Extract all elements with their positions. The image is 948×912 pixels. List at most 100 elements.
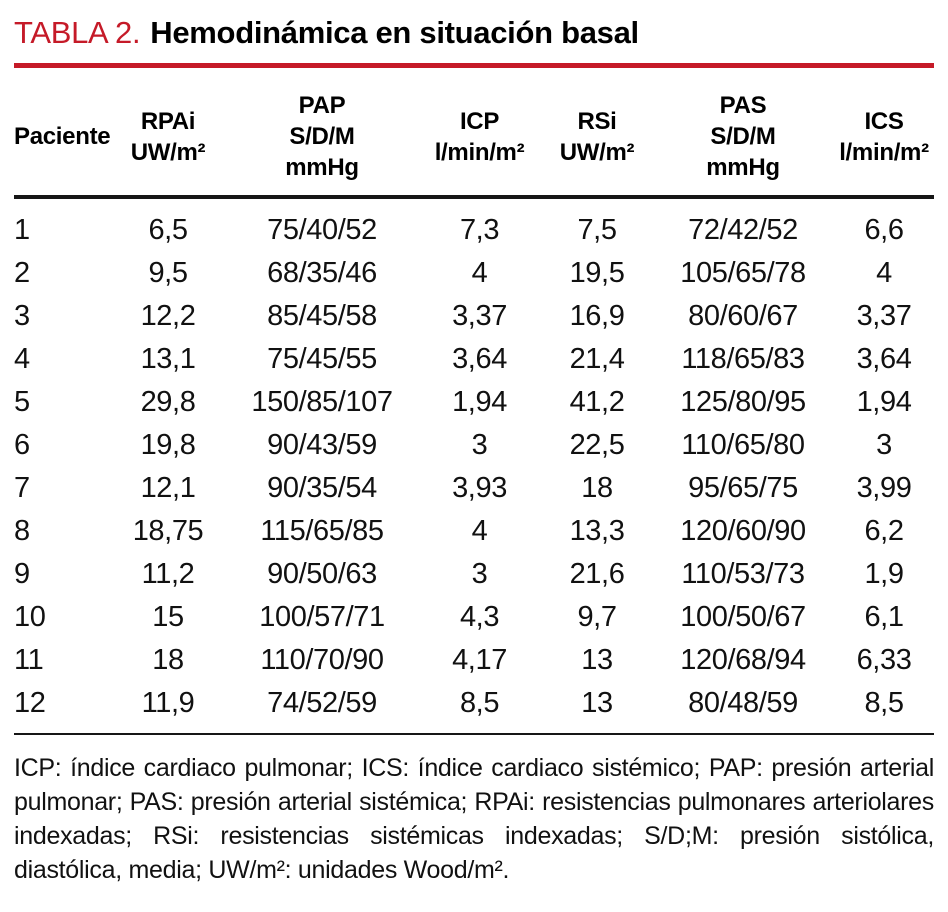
cell-icp: 4,3 (459, 601, 500, 634)
cell-icp: 7,3 (459, 214, 500, 247)
column-header-pap: PAP S/D/M mmHg (227, 82, 417, 200)
cell-rpai: 11,2 (141, 558, 195, 591)
cell-pas: 120/68/94 (680, 644, 806, 677)
cell-pap: 90/50/63 (267, 558, 377, 591)
column-header-line: UW/m² (559, 138, 635, 166)
cell-paciente: 8 (14, 515, 30, 548)
cell-paciente: 1 (14, 214, 30, 247)
cell-rsi: 13,3 (569, 515, 625, 548)
table-row: 4 13,1 75/45/55 3,64 21,4 118/65/83 3,64 (14, 338, 934, 381)
cell-rsi: 18 (581, 472, 613, 505)
column-header-line: Paciente (14, 123, 111, 151)
cell-rsi: 21,6 (569, 558, 625, 591)
cell-paciente: 9 (14, 558, 30, 591)
cell-rpai: 13,1 (140, 343, 196, 376)
table-row: 12 11,9 74/52/59 8,5 13 80/48/59 8,5 (14, 682, 934, 734)
column-header-line: l/min/m² (434, 138, 525, 166)
column-header-line: mmHg (285, 154, 359, 182)
table-row: 9 11,2 90/50/63 3 21,6 110/53/73 1,9 (14, 553, 934, 596)
table-header-row: Paciente RPAi UW/m² PAP S/D/M mmHg ICP l/min/m²… (14, 82, 934, 200)
table-number-label: TABLA 2. (14, 15, 141, 50)
cell-rsi: 7,5 (577, 214, 617, 247)
cell-ics: 6,2 (864, 515, 904, 548)
cell-icp: 4 (471, 515, 488, 548)
table-row: 8 18,75 115/65/85 4 13,3 120/60/90 6,2 (14, 510, 934, 553)
cell-ics: 1,94 (856, 386, 912, 419)
cell-ics: 8,5 (864, 687, 904, 720)
cell-pap: 74/52/59 (267, 687, 377, 720)
column-header-rpai: RPAi UW/m² (109, 82, 227, 200)
cell-icp: 3 (471, 558, 488, 591)
cell-rsi: 22,5 (569, 429, 625, 462)
cell-icp: 3,37 (452, 300, 507, 333)
cell-pap: 110/70/90 (260, 644, 384, 677)
cell-pap: 85/45/58 (267, 300, 377, 333)
cell-rpai: 15 (152, 601, 184, 634)
column-header-pas: PAS S/D/M mmHg (652, 82, 834, 200)
cell-pas: 110/53/73 (681, 558, 805, 591)
table-caption: Hemodinámica en situación basal (150, 15, 639, 50)
cell-rpai: 9,5 (148, 257, 188, 290)
table-row: 5 29,8 150/85/107 1,94 41,2 125/80/95 1,94 (14, 381, 934, 424)
cell-rsi: 16,9 (569, 300, 625, 333)
cell-ics: 6,33 (856, 644, 912, 677)
cell-rpai: 12,1 (140, 472, 196, 505)
table-row: 1 6,5 75/40/52 7,3 7,5 72/42/52 6,6 (14, 197, 934, 252)
cell-pap: 150/85/107 (251, 386, 393, 419)
column-header-line: l/min/m² (839, 138, 929, 166)
cell-rsi: 19,5 (569, 257, 625, 290)
cell-ics: 3,37 (856, 300, 912, 333)
cell-icp: 1,94 (452, 386, 507, 419)
cell-pap: 68/35/46 (267, 257, 377, 290)
cell-pas: 95/65/75 (688, 472, 798, 505)
cell-ics: 3 (876, 429, 892, 462)
cell-icp: 4,17 (452, 644, 507, 677)
cell-paciente: 4 (14, 343, 30, 376)
table-footnote: ICP: índice cardiaco pulmonar; ICS: índi… (14, 754, 934, 885)
table-title: TABLA 2. Hemodinámica en situación basal (14, 14, 934, 51)
cell-icp: 8,5 (459, 687, 500, 720)
cell-paciente: 7 (14, 472, 30, 505)
table-header: Paciente RPAi UW/m² PAP S/D/M mmHg ICP l/min/m²… (14, 82, 934, 200)
column-header-line: PAS (719, 92, 767, 120)
column-header-rsi: RSi UW/m² (542, 82, 652, 200)
column-header-icp: ICP l/min/m² (417, 82, 542, 200)
cell-pap: 100/57/71 (259, 601, 385, 634)
cell-rsi: 41,2 (569, 386, 625, 419)
cell-pas: 100/50/67 (680, 601, 806, 634)
column-header-line: ICP (459, 107, 500, 135)
cell-ics: 3,99 (856, 472, 912, 505)
cell-rpai: 12,2 (140, 300, 196, 333)
column-header-ics: ICS l/min/m² (834, 82, 934, 200)
cell-paciente: 11 (14, 644, 44, 677)
cell-ics: 1,9 (864, 558, 904, 591)
cell-rpai: 6,5 (148, 214, 188, 247)
cell-rsi: 9,7 (577, 601, 617, 634)
cell-paciente: 10 (14, 601, 46, 634)
column-header-line: S/D/M (289, 123, 355, 151)
table-row: 3 12,2 85/45/58 3,37 16,9 80/60/67 3,37 (14, 295, 934, 338)
column-header-line: PAP (298, 92, 346, 120)
column-header-line: RSi (577, 107, 617, 135)
cell-pap: 75/40/52 (267, 214, 377, 247)
cell-pas: 80/60/67 (688, 300, 798, 333)
table-row: 6 19,8 90/43/59 3 22,5 110/65/80 3 (14, 424, 934, 467)
cell-rsi: 21,4 (569, 343, 625, 376)
table-row: 10 15 100/57/71 4,3 9,7 100/50/67 6,1 (14, 596, 934, 639)
cell-paciente: 3 (14, 300, 30, 333)
column-header-paciente: Paciente (14, 82, 111, 200)
cell-pap: 90/35/54 (267, 472, 377, 505)
title-rule (14, 63, 934, 69)
cell-ics: 4 (876, 257, 892, 290)
hemodynamics-table: Paciente RPAi UW/m² PAP S/D/M mmHg ICP l/min/m²… (14, 82, 934, 736)
column-header-line: UW/m² (130, 138, 206, 166)
cell-pas: 105/65/78 (680, 257, 806, 290)
cell-icp: 3 (471, 429, 488, 462)
cell-icp: 3,64 (452, 343, 507, 376)
column-header-line: ICS (864, 107, 904, 135)
table-row: 7 12,1 90/35/54 3,93 18 95/65/75 3,99 (14, 467, 934, 510)
cell-pas: 125/80/95 (680, 386, 806, 419)
cell-pas: 80/48/59 (688, 687, 798, 720)
table-row: 2 9,5 68/35/46 4 19,5 105/65/78 4 (14, 252, 934, 295)
cell-paciente: 5 (14, 386, 30, 419)
